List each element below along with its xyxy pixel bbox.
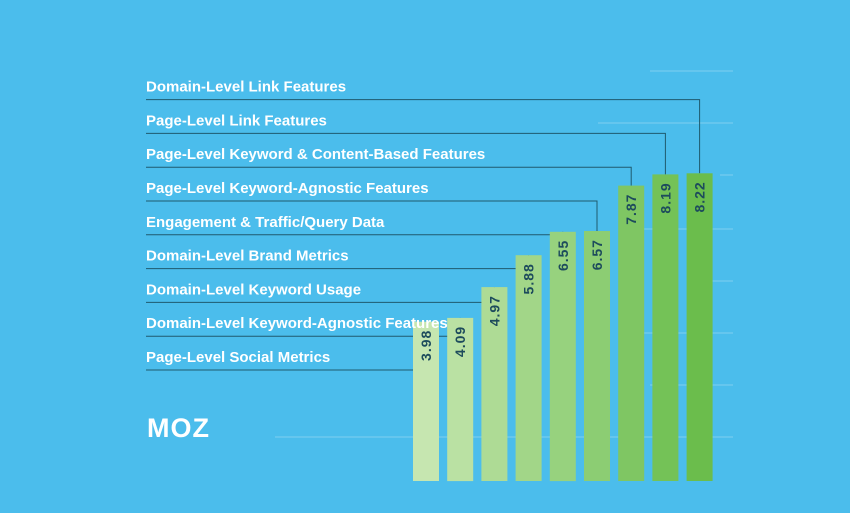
value-label: 8.22	[692, 181, 708, 212]
bar	[481, 287, 508, 481]
category-label: Domain-Level Link Features	[146, 79, 346, 96]
category-label: Page-Level Link Features	[146, 112, 327, 129]
category-label: Page-Level Social Metrics	[146, 349, 330, 366]
category-label: Engagement & Traffic/Query Data	[146, 214, 385, 231]
bar	[652, 174, 679, 481]
category-label: Domain-Level Keyword Usage	[146, 281, 361, 298]
bars	[413, 173, 713, 482]
moz-logo: MOZ	[147, 413, 210, 443]
category-label: Page-Level Keyword-Agnostic Features	[146, 180, 429, 197]
value-label: 4.97	[486, 295, 502, 326]
value-label: 3.98	[418, 330, 434, 361]
bar	[447, 317, 474, 482]
leader-line	[146, 166, 632, 186]
value-labels: 3.98 4.09 4.97 5.88 6.55 6.57 7.87 8.19 8.22	[418, 181, 708, 361]
value-label: 7.87	[623, 194, 639, 225]
category-labels: Page-Level Social Metrics Domain-Level Ke…	[146, 79, 485, 366]
leader-line	[146, 231, 564, 236]
bar	[686, 173, 713, 482]
category-label: Domain-Level Keyword-Agnostic Features	[146, 315, 448, 332]
value-label: 6.55	[555, 240, 571, 271]
category-label: Page-Level Keyword & Content-Based Featu…	[146, 146, 485, 163]
value-label: 5.88	[521, 263, 537, 294]
bar	[618, 185, 645, 481]
leader-line	[146, 99, 701, 174]
bar	[584, 231, 610, 481]
leader-line	[146, 200, 598, 231]
category-label: Domain-Level Brand Metrics	[146, 248, 349, 265]
value-label: 4.09	[452, 326, 468, 357]
bar	[413, 321, 439, 481]
value-label: 6.57	[589, 239, 605, 270]
bar	[549, 231, 576, 482]
value-label: 8.19	[657, 182, 673, 213]
leader-line	[146, 132, 666, 175]
bar	[515, 255, 542, 481]
